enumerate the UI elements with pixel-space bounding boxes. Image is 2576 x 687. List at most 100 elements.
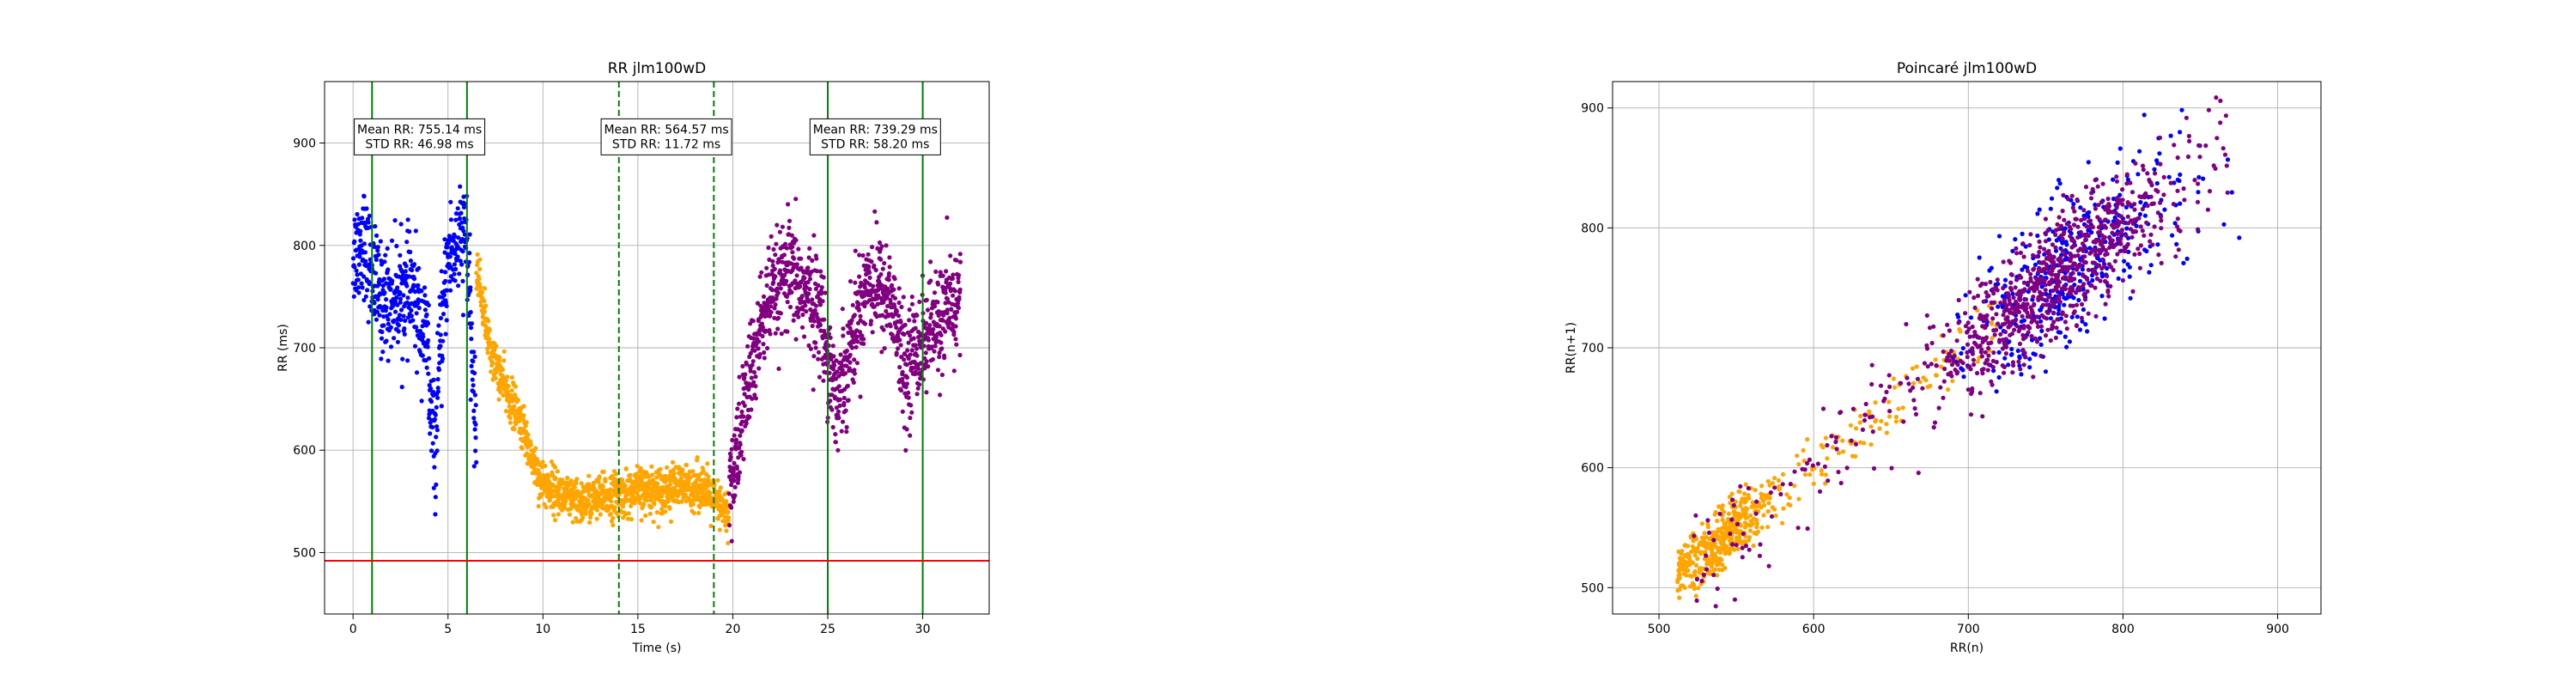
poincare-point-purple [2063, 252, 2068, 258]
rr-point-blue [444, 303, 449, 308]
poincare-point-purple [1970, 346, 1975, 351]
poincare-point-purple [2144, 220, 2149, 225]
poincare-point-purple [2014, 246, 2019, 251]
poincare-point-orange [1767, 495, 1772, 501]
poincare-point-purple [2042, 278, 2047, 283]
poincare-point-purple [1740, 555, 1745, 560]
poincare-point-blue [2154, 158, 2160, 163]
rr-point-orange [501, 374, 506, 380]
rr-point-blue [362, 250, 368, 255]
rr-point-orange [523, 423, 528, 429]
poincare-point-blue [1996, 350, 2002, 355]
rr-point-blue [382, 290, 387, 295]
poincare-point-orange [1717, 550, 1723, 556]
rr-point-orange [641, 502, 647, 507]
rr-point-orange [552, 465, 558, 470]
poincare-point-orange [1728, 538, 1733, 544]
poincare-point-purple [2036, 297, 2041, 302]
poincare-point-purple [2046, 294, 2051, 300]
rr-point-blue [425, 344, 430, 350]
y-tick-label: 800 [293, 240, 316, 253]
rr-point-blue [458, 258, 463, 264]
rr-point-blue [462, 201, 467, 206]
poincare-point-blue [2170, 233, 2175, 238]
rr-point-purple [787, 304, 793, 310]
rr-y-axis-label: RR (ms) [276, 324, 290, 372]
poincare-point-purple [2060, 248, 2065, 253]
poincare-point-purple [2076, 264, 2081, 270]
rr-point-blue [361, 274, 367, 279]
poincare-point-purple [2034, 277, 2039, 282]
rr-point-purple [753, 384, 758, 389]
rr-point-orange [515, 398, 521, 403]
poincare-point-purple [2207, 189, 2213, 194]
poincare-point-orange [1891, 376, 1896, 381]
poincare-point-purple [2140, 228, 2145, 234]
poincare-point-purple [2002, 297, 2007, 302]
std-rr-text: STD RR: 58.20 ms [821, 137, 929, 151]
poincare-point-purple [1984, 294, 1990, 299]
poincare-point-purple [2125, 200, 2130, 205]
poincare-point-purple [2130, 289, 2136, 294]
poincare-point-orange [1747, 528, 1753, 533]
rr-point-purple [799, 294, 805, 299]
poincare-point-purple [2100, 181, 2105, 186]
poincare-point-purple [2159, 260, 2164, 265]
poincare-point-purple [2038, 245, 2043, 250]
rr-point-blue [392, 218, 398, 223]
poincare-point-purple [2142, 195, 2148, 200]
rr-point-purple [870, 245, 875, 250]
poincare-point-purple [2045, 310, 2050, 315]
poincare-point-orange [1686, 560, 1691, 566]
rr-point-purple [954, 342, 959, 347]
rr-point-orange [550, 504, 556, 509]
rr-point-orange [477, 277, 482, 282]
rr-point-purple [852, 371, 858, 376]
rr-point-blue [435, 395, 440, 400]
poincare-point-purple [2186, 133, 2191, 139]
rr-point-blue [419, 289, 424, 294]
rr-point-blue [392, 336, 397, 341]
rr-point-blue [459, 210, 464, 216]
poincare-point-purple [2067, 278, 2072, 283]
rr-point-orange [654, 510, 659, 515]
poincare-point-orange [1710, 561, 1715, 566]
poincare-point-blue [2035, 233, 2040, 239]
rr-point-purple [935, 300, 940, 305]
poincare-point-purple [2038, 324, 2044, 329]
rr-point-purple [759, 270, 764, 275]
poincare-point-orange [1879, 418, 1884, 423]
rr-point-blue [434, 404, 439, 410]
rr-point-orange [562, 505, 568, 510]
rr-point-purple [904, 381, 909, 386]
rr-point-purple [741, 414, 746, 419]
rr-point-purple [751, 380, 756, 385]
poincare-point-orange [1714, 562, 1720, 568]
poincare-point-purple [2120, 202, 2125, 207]
poincare-point-purple [2007, 258, 2012, 264]
rr-point-purple [881, 327, 886, 332]
rr-point-blue [469, 363, 474, 368]
poincare-point-purple [1945, 322, 1950, 327]
poincare-point-orange [1679, 551, 1684, 556]
rr-point-blue [403, 269, 408, 274]
rr-point-purple [945, 215, 950, 220]
rr-point-orange [497, 355, 502, 360]
poincare-point-orange [1811, 481, 1816, 486]
rr-point-blue [412, 344, 418, 349]
poincare-point-purple [1886, 373, 1892, 378]
rr-point-orange [482, 298, 487, 304]
poincare-point-purple [2070, 288, 2075, 293]
poincare-point-purple [1870, 429, 1875, 435]
rr-point-purple [744, 421, 749, 426]
poincare-point-purple [2205, 207, 2210, 212]
poincare-point-purple [1965, 350, 1970, 355]
rr-point-blue [365, 288, 370, 293]
poincare-point-purple [2002, 364, 2007, 369]
poincare-point-orange [1699, 521, 1704, 526]
poincare-point-orange [1820, 471, 1825, 477]
rr-point-purple [799, 256, 804, 261]
rr-point-purple [808, 346, 814, 351]
rr-point-purple [931, 326, 936, 332]
rr-point-orange [714, 499, 720, 505]
